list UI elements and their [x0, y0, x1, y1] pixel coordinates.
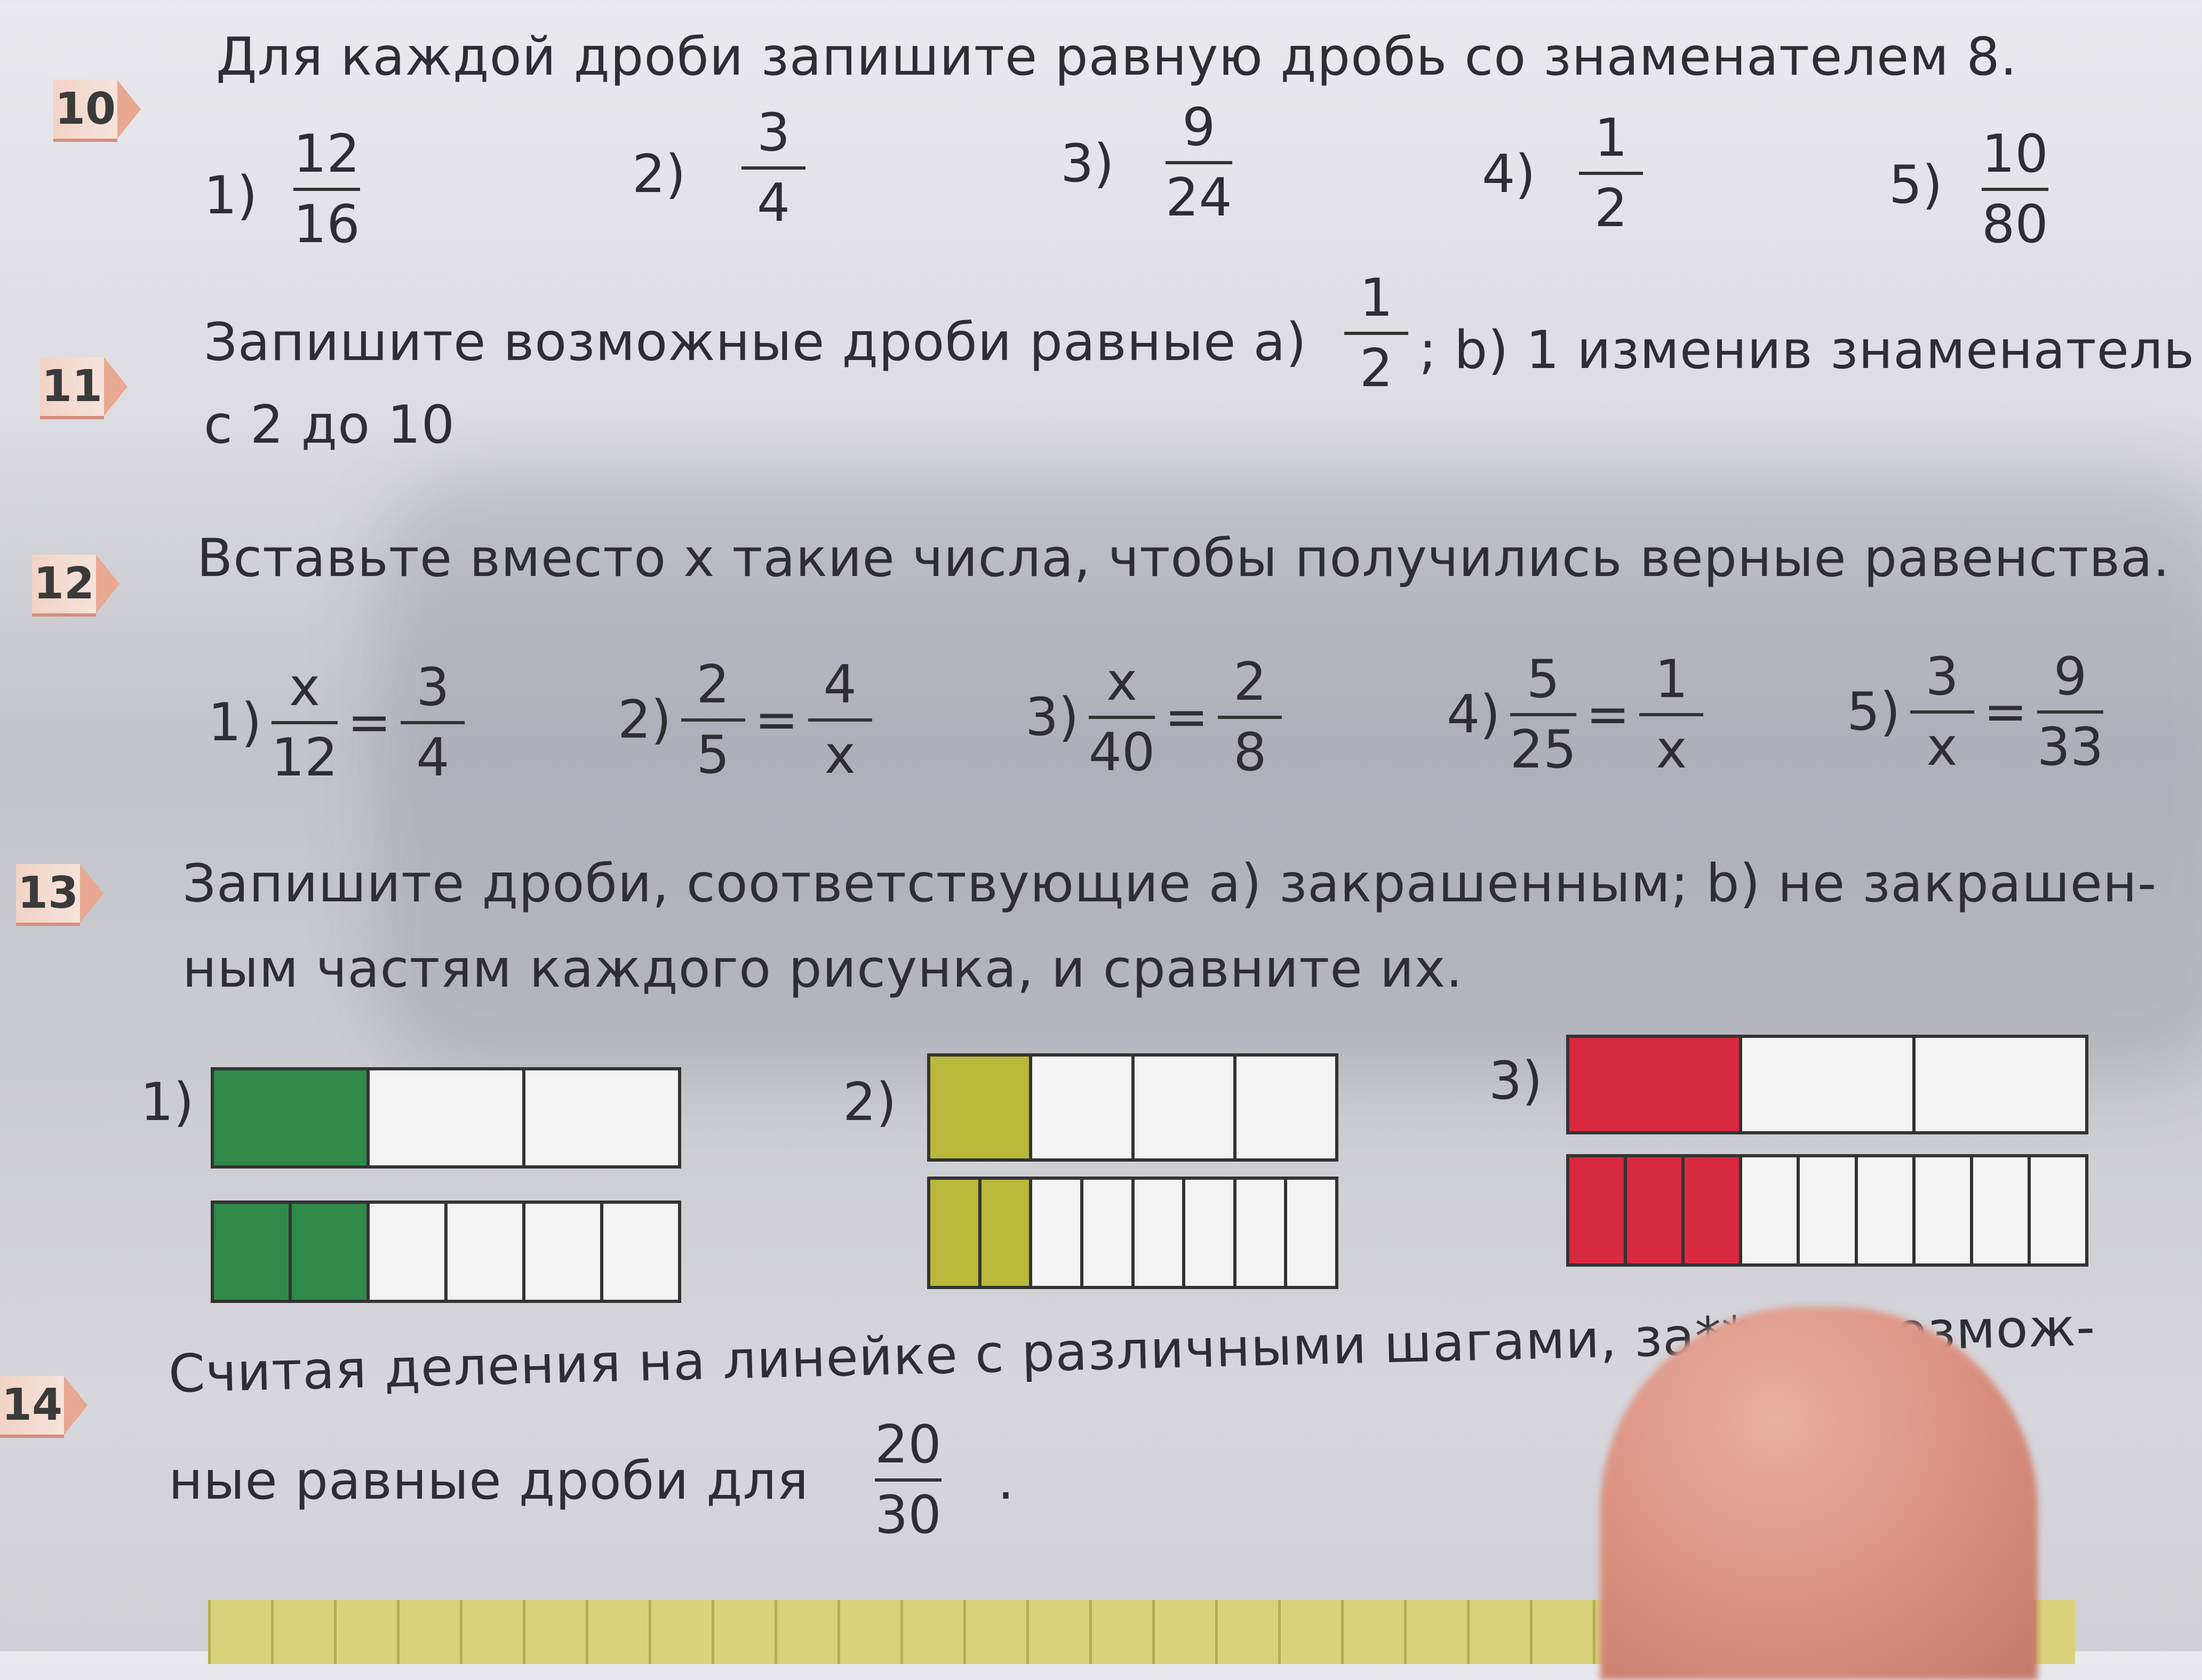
unshaded-part [522, 1070, 678, 1165]
p12-equation-1: 1) x 12 = 3 4 [208, 656, 465, 789]
unshaded-part [1182, 1180, 1233, 1286]
problem-13-line2: ным частям каждого рисунка, и сравните и… [182, 939, 1463, 999]
unshaded-part [1233, 1057, 1335, 1158]
shaded-part [289, 1204, 366, 1300]
unshaded-part [522, 1204, 600, 1300]
p14-fraction: 20 30 [875, 1414, 942, 1546]
shaded-part [930, 1057, 1030, 1158]
shadow [373, 469, 2202, 1083]
p10-label-5: 5) [1889, 155, 1943, 215]
fig-2-top-strip [927, 1053, 1338, 1162]
fig-3-label: 3) [1489, 1051, 1543, 1111]
p14-period: . [998, 1451, 1015, 1511]
shaded-part [1569, 1038, 1740, 1131]
unshaded-part [1233, 1180, 1284, 1286]
unshaded-part [1912, 1038, 2085, 1131]
problem-10-text: Для каждой дроби запишите равную дробь с… [216, 27, 2017, 87]
p10-label-3: 3) [1060, 133, 1114, 194]
unshaded-part [444, 1204, 522, 1300]
problem-10-number: 10 [53, 80, 141, 142]
fig-3-bottom-strip [1566, 1154, 2088, 1267]
fig-1-label: 1) [140, 1072, 194, 1133]
unshaded-part [1854, 1157, 1912, 1263]
unshaded-part [366, 1204, 444, 1300]
problem-12-number: 12 [32, 555, 119, 617]
unshaded-part [366, 1070, 522, 1165]
p10-label-2: 2) [632, 144, 686, 205]
shaded-part [1624, 1157, 1682, 1263]
unshaded-part [2027, 1157, 2085, 1263]
unshaded-part [1131, 1057, 1233, 1158]
p10-fraction-1: 12 16 [293, 124, 360, 255]
problem-14-line2: ные равные дроби для [169, 1451, 809, 1511]
p10-label-4: 4) [1482, 144, 1536, 205]
fig-2-label: 2) [843, 1072, 897, 1133]
p10-label-1: 1) [204, 165, 258, 226]
shaded-part [214, 1204, 289, 1300]
p12-equation-5: 5) 3 x = 9 33 [1847, 646, 2104, 778]
p10-fraction-5: 10 80 [1982, 124, 2048, 255]
problem-11-number: 11 [40, 357, 127, 419]
fig-1-bottom-strip [211, 1201, 681, 1303]
unshaded-part [1969, 1157, 2028, 1263]
fig-1-top-strip [211, 1067, 681, 1169]
unshaded-part [1029, 1180, 1080, 1286]
fig-2-bottom-strip [927, 1177, 1338, 1289]
problem-11-line2: с 2 до 10 [204, 395, 456, 455]
problem-13-number: 13 [16, 864, 103, 926]
shaded-part [930, 1180, 978, 1286]
unshaded-part [1739, 1157, 1797, 1263]
p12-equation-2: 2) 2 5 = 4 x [618, 653, 872, 787]
unshaded-part [1131, 1180, 1183, 1286]
shaded-part [1681, 1157, 1740, 1263]
shaded-part [1569, 1157, 1624, 1263]
fig-3-top-strip [1566, 1035, 2088, 1134]
unshaded-part [1739, 1038, 1912, 1131]
unshaded-part [1284, 1180, 1335, 1286]
problem-11-text-a: Запишите возможные дроби равные а) [204, 312, 1307, 373]
problem-13-line1: Запишите дроби, соответствующие а) закра… [182, 853, 2157, 914]
shaded-part [214, 1070, 366, 1165]
problem-12-text: Вставьте вместо x такие числа, чтобы пол… [197, 528, 2171, 589]
problem-14-number: 14 [0, 1376, 87, 1438]
p10-fraction-3: 9 24 [1166, 97, 1232, 228]
unshaded-part [1080, 1180, 1131, 1286]
p12-equation-3: 3) x 40 = 2 8 [1025, 651, 1282, 784]
unshaded-part [600, 1204, 678, 1300]
problem-11-text-b: ; b) 1 изменив знаменатель [1419, 320, 2195, 381]
finger [1600, 1307, 2038, 1680]
unshaded-part [1029, 1057, 1131, 1158]
unshaded-part [1912, 1157, 1970, 1263]
p12-equation-4: 4) 5 25 = 1 x [1447, 648, 1704, 781]
unshaded-part [1797, 1157, 1854, 1263]
shaded-part [978, 1180, 1030, 1286]
